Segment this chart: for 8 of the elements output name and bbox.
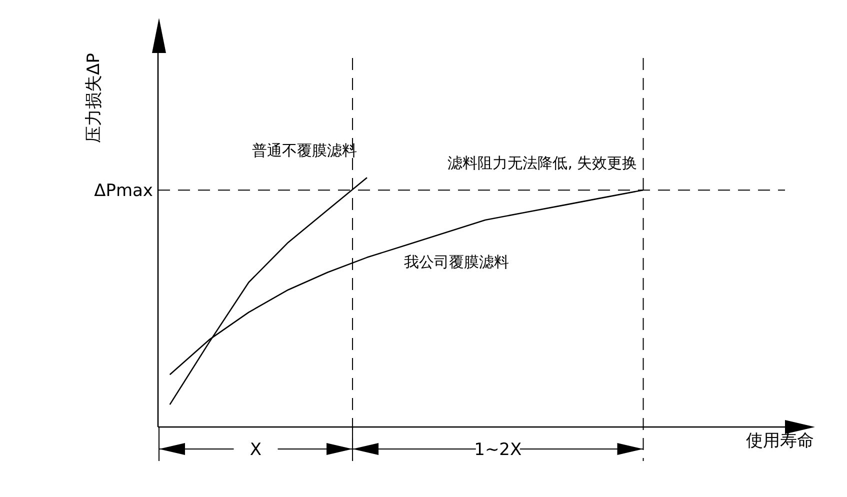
x-axis-title: 使用寿命 <box>746 431 814 451</box>
annotation: 滤料阻力无法降低, 失效更换 <box>448 154 638 172</box>
text: 1~2X <box>474 440 522 460</box>
series-label: 我公司覆膜滤料 <box>404 252 509 271</box>
text: X <box>250 440 262 460</box>
y-axis-title: 压力损失ΔP <box>84 53 104 143</box>
ref-line-label: ΔPmax <box>94 181 153 202</box>
series-label: 普通不覆膜滤料 <box>252 142 357 160</box>
